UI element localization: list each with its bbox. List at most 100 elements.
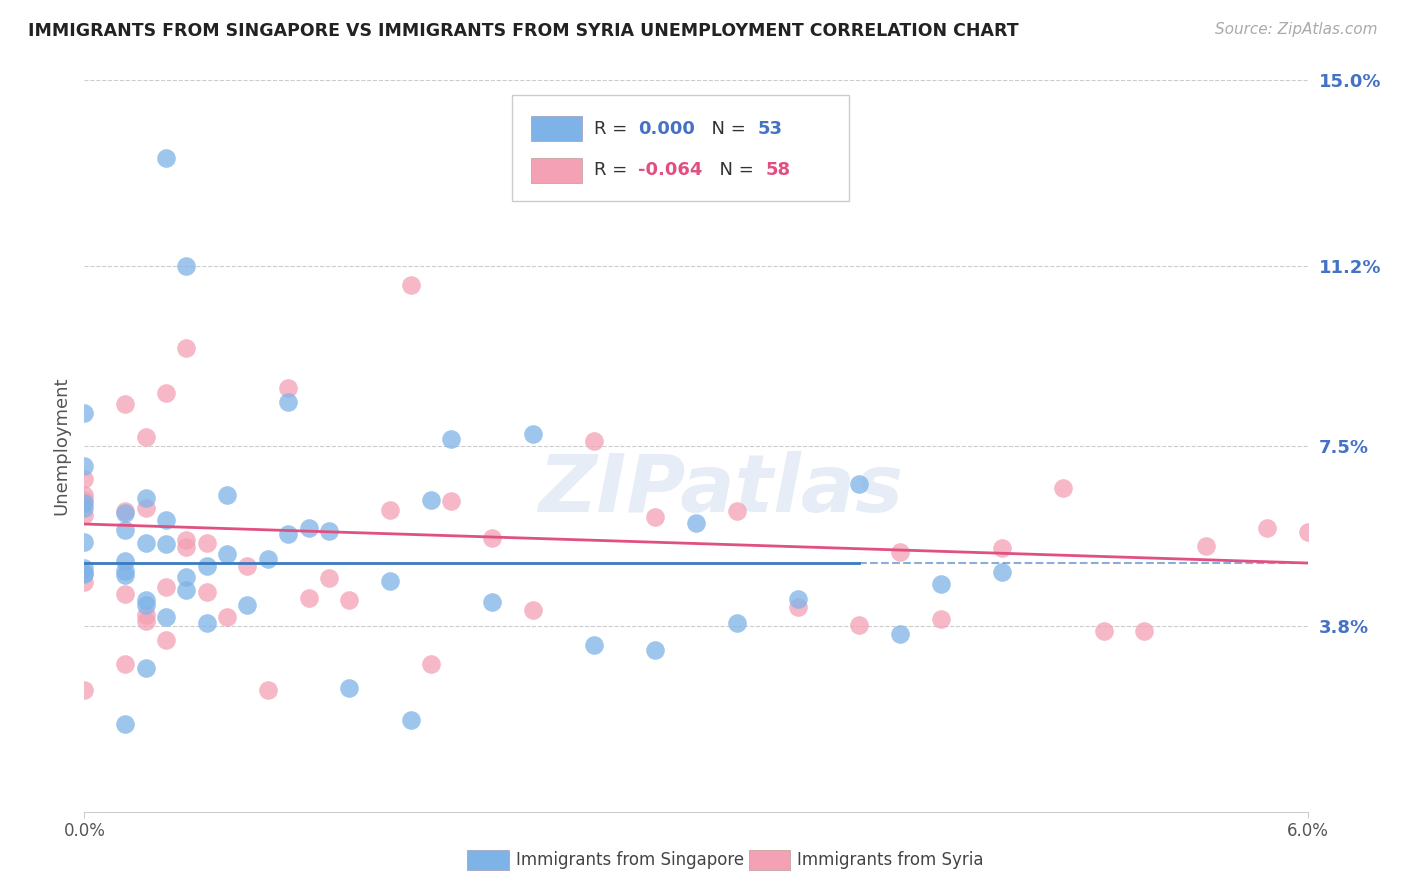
Text: R =: R = bbox=[595, 120, 634, 137]
Point bbox=[73, 561, 96, 575]
Text: 53: 53 bbox=[758, 120, 782, 137]
Point bbox=[1195, 540, 1218, 554]
Point bbox=[277, 394, 299, 409]
Point bbox=[73, 406, 96, 420]
Point bbox=[135, 430, 157, 444]
Point bbox=[176, 540, 198, 554]
Point bbox=[114, 397, 136, 411]
Point bbox=[257, 552, 280, 566]
Y-axis label: Unemployment: Unemployment bbox=[52, 376, 70, 516]
Point bbox=[644, 510, 666, 524]
Point bbox=[73, 500, 96, 515]
Point bbox=[176, 342, 198, 356]
Point bbox=[73, 567, 96, 582]
Point bbox=[889, 545, 911, 559]
Point bbox=[114, 657, 136, 672]
Point bbox=[1092, 624, 1115, 639]
Point bbox=[73, 574, 96, 589]
Point bbox=[73, 495, 96, 509]
Point bbox=[73, 472, 96, 486]
Point bbox=[380, 574, 402, 588]
Point bbox=[298, 521, 321, 535]
Point bbox=[135, 491, 157, 506]
FancyBboxPatch shape bbox=[513, 95, 849, 201]
FancyBboxPatch shape bbox=[467, 850, 509, 870]
Point bbox=[176, 583, 198, 598]
Point bbox=[380, 502, 402, 516]
Point bbox=[155, 580, 177, 594]
Point bbox=[848, 617, 870, 632]
Point bbox=[725, 504, 748, 518]
Point bbox=[929, 576, 952, 591]
Point bbox=[217, 547, 239, 561]
Text: Immigrants from Syria: Immigrants from Syria bbox=[797, 851, 984, 869]
Text: Immigrants from Singapore: Immigrants from Singapore bbox=[516, 851, 744, 869]
Point bbox=[420, 493, 443, 508]
Point bbox=[1256, 521, 1278, 535]
Point bbox=[73, 488, 96, 502]
Point bbox=[583, 434, 606, 448]
Point bbox=[217, 488, 239, 502]
Text: N =: N = bbox=[709, 161, 759, 179]
Point bbox=[114, 568, 136, 582]
Point bbox=[135, 592, 157, 607]
Point bbox=[73, 493, 96, 508]
Point bbox=[339, 681, 361, 695]
Point bbox=[195, 584, 218, 599]
Point bbox=[73, 458, 96, 473]
Point bbox=[440, 493, 463, 508]
Point bbox=[685, 516, 707, 530]
Point bbox=[787, 599, 810, 614]
Point bbox=[155, 633, 177, 648]
Point bbox=[135, 607, 157, 622]
Point bbox=[73, 508, 96, 523]
Point bbox=[114, 564, 136, 578]
Text: IMMIGRANTS FROM SINGAPORE VS IMMIGRANTS FROM SYRIA UNEMPLOYMENT CORRELATION CHAR: IMMIGRANTS FROM SINGAPORE VS IMMIGRANTS … bbox=[28, 22, 1019, 40]
Point bbox=[114, 504, 136, 518]
Point bbox=[583, 638, 606, 652]
Text: ZIPatlas: ZIPatlas bbox=[538, 450, 903, 529]
Point bbox=[114, 523, 136, 537]
Point bbox=[217, 610, 239, 624]
Text: -0.064: -0.064 bbox=[638, 161, 703, 179]
Point bbox=[135, 536, 157, 550]
Point bbox=[195, 536, 218, 550]
Point bbox=[135, 501, 157, 516]
Point bbox=[236, 559, 259, 574]
Point bbox=[155, 609, 177, 624]
Point bbox=[787, 592, 810, 607]
Point bbox=[522, 427, 544, 442]
Text: 58: 58 bbox=[766, 161, 790, 179]
Point bbox=[195, 615, 218, 630]
Text: N =: N = bbox=[700, 120, 751, 137]
Point bbox=[176, 533, 198, 547]
Point bbox=[399, 278, 422, 293]
Point bbox=[1133, 624, 1156, 639]
Point bbox=[318, 571, 340, 585]
Point bbox=[176, 570, 198, 584]
Point bbox=[481, 531, 503, 545]
Text: R =: R = bbox=[595, 161, 634, 179]
Point bbox=[114, 506, 136, 520]
Point bbox=[73, 682, 96, 697]
Point bbox=[889, 627, 911, 641]
Point bbox=[1052, 481, 1074, 495]
Point bbox=[114, 717, 136, 731]
Point bbox=[257, 682, 280, 697]
Point bbox=[991, 541, 1014, 555]
Point bbox=[277, 381, 299, 395]
Point bbox=[481, 595, 503, 609]
Point bbox=[318, 524, 340, 539]
Text: 0.000: 0.000 bbox=[638, 120, 696, 137]
Point bbox=[725, 615, 748, 630]
Point bbox=[114, 554, 136, 568]
FancyBboxPatch shape bbox=[748, 850, 790, 870]
FancyBboxPatch shape bbox=[531, 158, 582, 183]
Point bbox=[155, 386, 177, 401]
Point bbox=[155, 513, 177, 527]
Point bbox=[848, 476, 870, 491]
Point bbox=[73, 566, 96, 581]
Point bbox=[277, 527, 299, 541]
Point bbox=[298, 591, 321, 605]
Point bbox=[236, 598, 259, 612]
